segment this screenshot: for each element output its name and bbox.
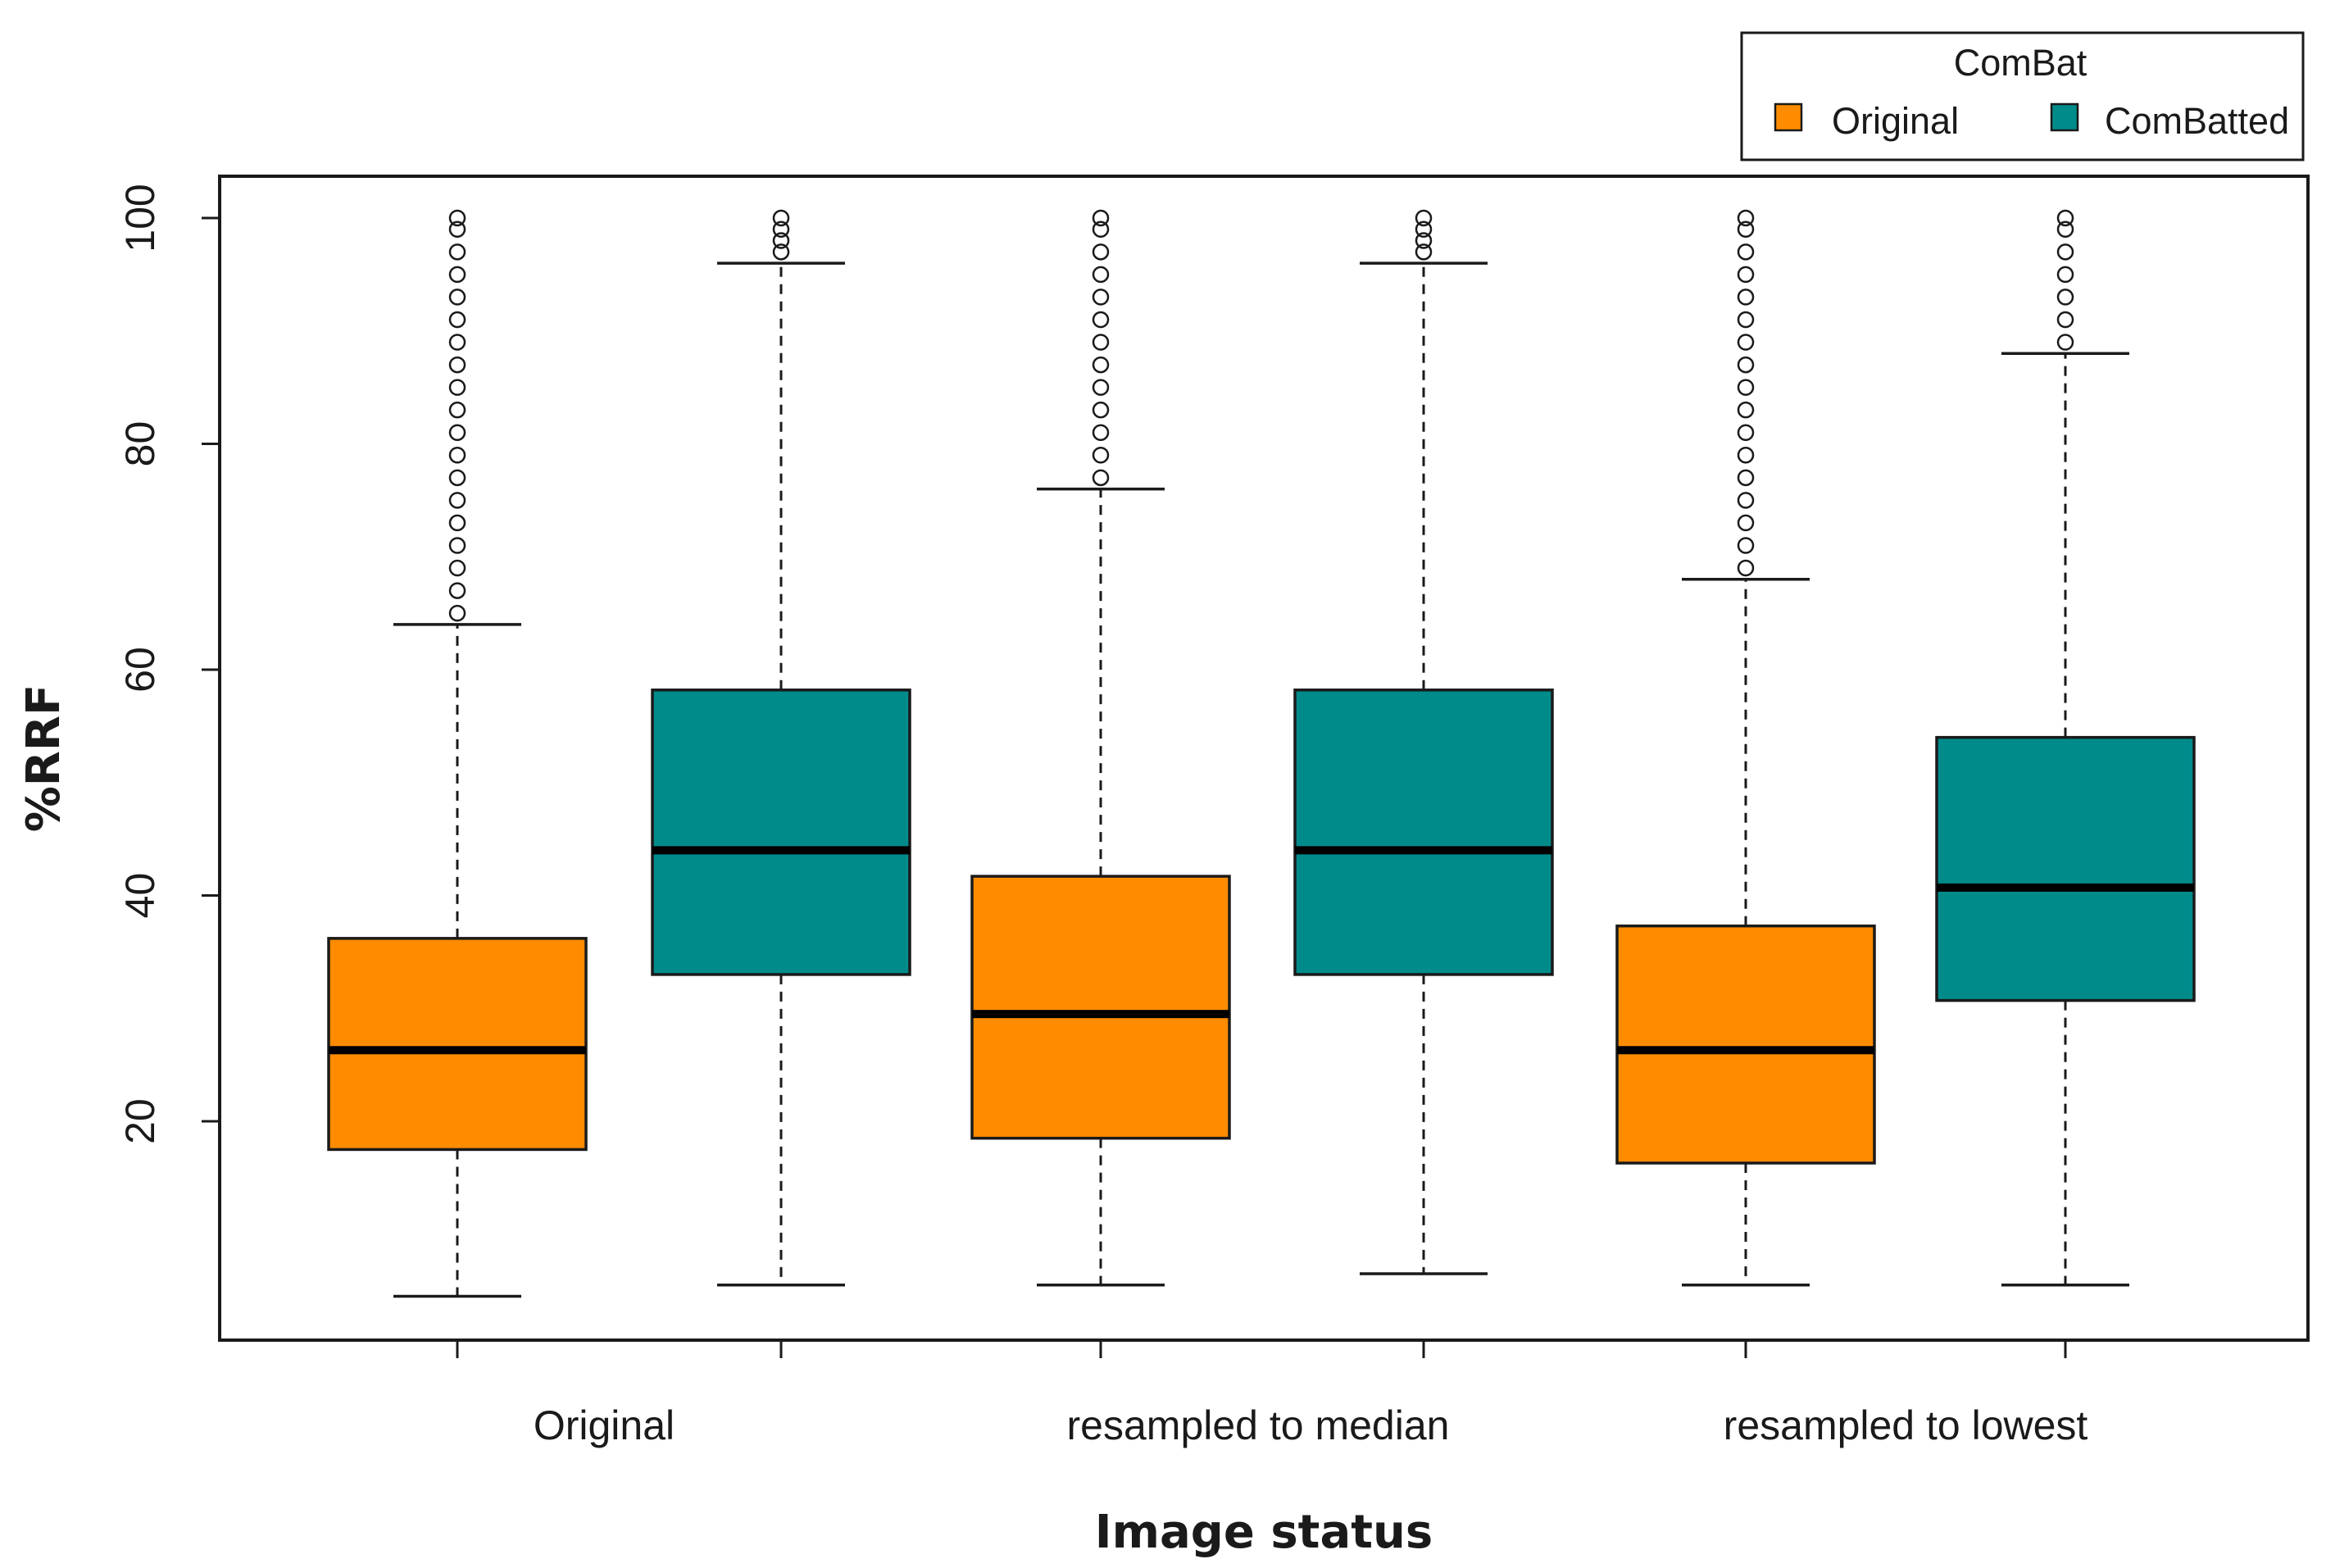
y-axis-title: %RRF — [17, 684, 70, 833]
box-3 — [1293, 209, 1554, 1275]
outlier-point — [448, 559, 466, 577]
outlier-point — [448, 220, 466, 239]
outlier-point — [448, 356, 466, 374]
box-5 — [1935, 209, 2196, 1287]
outlier-point — [1092, 401, 1110, 419]
box-body — [1935, 735, 2196, 1002]
legend-title: ComBat — [1954, 42, 2087, 84]
outlier-point — [2056, 209, 2074, 227]
legend-swatch-original — [1774, 102, 1803, 132]
outlier-point — [448, 424, 466, 441]
outlier-point — [1415, 209, 1433, 227]
outlier-point — [1737, 447, 1755, 464]
y-tick-label: 20 — [117, 1098, 163, 1144]
outlier-point — [772, 232, 790, 249]
outlier-point — [1092, 447, 1110, 464]
outlier-point — [2056, 220, 2074, 239]
outlier-point — [448, 514, 466, 532]
outlier-point — [1737, 209, 1755, 227]
plot-frame — [218, 175, 2310, 1342]
x-axis: Original resampled to median resampled to … — [456, 1340, 2088, 1448]
outlier-point — [1737, 537, 1755, 554]
outlier-point — [1415, 232, 1433, 249]
outlier-point — [1092, 243, 1110, 261]
outlier-point — [1092, 266, 1110, 284]
outlier-point — [1092, 289, 1110, 306]
outlier-point — [2056, 289, 2074, 306]
y-tick-label: 40 — [117, 873, 163, 919]
y-tick-label: 60 — [117, 647, 163, 693]
box-body — [651, 689, 911, 976]
outlier-point — [1737, 559, 1755, 577]
boxes-layer — [327, 209, 2196, 1298]
box-body — [327, 937, 588, 1152]
outlier-point — [1737, 492, 1755, 509]
x-group-label: resampled to median — [1067, 1402, 1450, 1448]
outlier-point — [772, 220, 790, 239]
outlier-point — [1737, 401, 1755, 419]
outlier-point — [448, 492, 466, 509]
outlier-point — [448, 209, 466, 227]
outlier-point — [2056, 243, 2074, 261]
outlier-point — [2056, 334, 2074, 351]
box-body — [970, 875, 1231, 1140]
x-group-label: resampled to lowest — [1724, 1402, 2088, 1448]
x-group-label: Original — [534, 1402, 675, 1448]
outlier-point — [448, 604, 466, 622]
outlier-point — [2056, 266, 2074, 284]
outlier-point — [1092, 379, 1110, 396]
outlier-point — [448, 311, 466, 329]
outlier-point — [1737, 424, 1755, 441]
outlier-point — [1737, 243, 1755, 261]
outlier-point — [448, 379, 466, 396]
box-2 — [970, 209, 1231, 1287]
box-body — [1293, 689, 1554, 976]
outlier-point — [448, 334, 466, 351]
outlier-point — [1737, 311, 1755, 329]
box-0 — [327, 209, 588, 1298]
outlier-point — [772, 209, 790, 227]
box-4 — [1615, 209, 1876, 1287]
y-tick-label: 100 — [117, 184, 163, 252]
outlier-point — [1737, 220, 1755, 239]
outlier-point — [1092, 209, 1110, 227]
legend-label-combatted: ComBatted — [2105, 100, 2289, 142]
legend: ComBat Original ComBatted — [1740, 31, 2305, 161]
outlier-point — [1737, 266, 1755, 284]
box-body — [1615, 924, 1876, 1165]
y-axis: 20 40 60 80 100 — [117, 184, 220, 1144]
outlier-point — [448, 243, 466, 261]
outlier-point — [1737, 379, 1755, 396]
legend-frame — [1740, 31, 2305, 161]
outlier-point — [1737, 469, 1755, 487]
outlier-point — [1092, 334, 1110, 351]
outlier-point — [2056, 311, 2074, 329]
outlier-point — [1092, 220, 1110, 239]
outlier-point — [448, 537, 466, 554]
outlier-point — [1737, 356, 1755, 374]
x-axis-title: Image status — [1095, 1506, 1433, 1559]
outlier-point — [1092, 469, 1110, 487]
outlier-point — [1092, 424, 1110, 441]
outlier-point — [448, 289, 466, 306]
legend-swatch-combatted — [2050, 102, 2079, 132]
legend-label-original: Original — [1832, 100, 1959, 142]
box-1 — [651, 209, 911, 1287]
outlier-point — [1737, 334, 1755, 351]
outlier-point — [1092, 311, 1110, 329]
outlier-point — [448, 401, 466, 419]
outlier-point — [448, 266, 466, 284]
outlier-point — [1737, 289, 1755, 306]
outlier-point — [772, 243, 790, 261]
outlier-point — [448, 447, 466, 464]
outlier-point — [448, 469, 466, 487]
outlier-point — [1737, 514, 1755, 532]
y-tick-label: 80 — [117, 421, 163, 467]
outlier-point — [1092, 356, 1110, 374]
outlier-point — [448, 582, 466, 599]
outlier-point — [1415, 243, 1433, 261]
outlier-point — [1415, 220, 1433, 239]
